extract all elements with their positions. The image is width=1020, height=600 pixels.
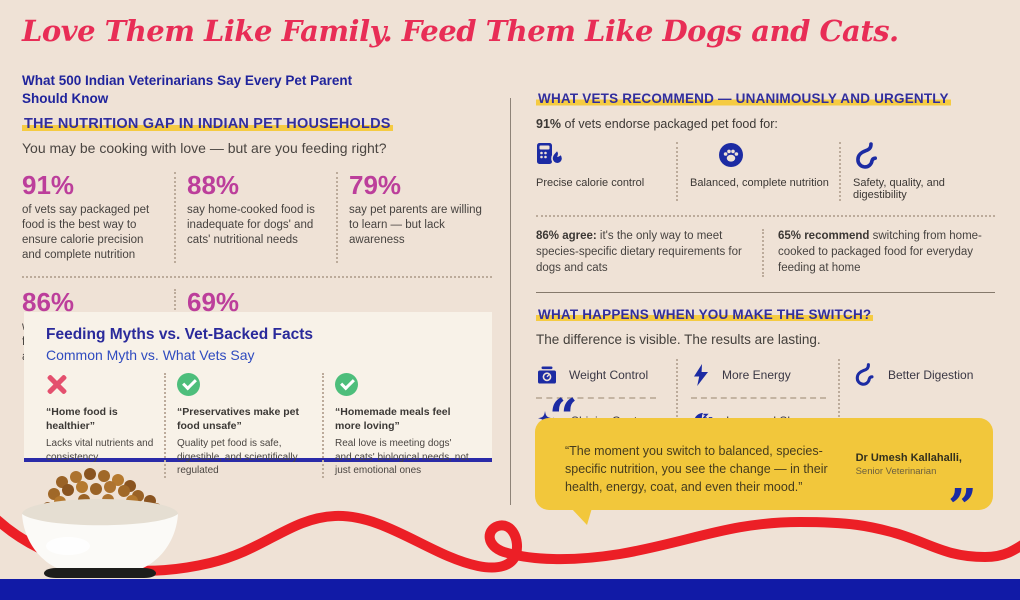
recommend-features: Precise calorie control Balanced, comple… [536,142,995,201]
benefit-divider [536,396,656,399]
stomach-icon [856,142,877,169]
recommend-facts: 86% agree: it's the only way to meet spe… [536,229,995,277]
feature-calorie-control: Precise calorie control [536,142,676,201]
feature-label: Precise calorie control [536,177,645,189]
check-icon [335,373,358,396]
stats-row-1: 91% of vets say packaged pet food is the… [22,172,492,263]
benefit-divider [691,396,826,399]
column-divider [510,98,511,505]
myth-item: “Homemade meals feel more loving” Real l… [322,373,470,478]
vet-quote-bubble: “The moment you switch to balanced, spec… [535,418,993,525]
quote-author-role: Senior Veterinarian [855,466,937,477]
footer-bar [0,579,1020,600]
feature-balanced-nutrition: Balanced, complete nutrition [676,142,839,201]
myths-vs-facts-card: Feeding Myths vs. Vet-Backed Facts Commo… [24,312,492,478]
myth-claim: “Preservatives make pet food unsafe” [177,406,299,432]
benefit-label: Better Digestion [888,367,974,382]
myth-fact: Real love is meeting dogs' and cats' bio… [335,438,469,477]
switch-lead: The difference is visible. The results a… [536,331,821,347]
stat-packaged-food: 91% of vets say packaged pet food is the… [22,172,174,263]
quote-author: Dr Umesh Kallahalli, [855,452,962,464]
myths-card-title: Feeding Myths vs. Vet-Backed Facts [46,326,314,343]
myth-claim: “Homemade meals feel more loving” [335,406,451,432]
pet-food-bowl [22,468,178,578]
myth-fact: Quality pet food is safe, digestible, an… [177,438,298,477]
paw-badge-icon [719,143,743,167]
stat-willing-to-learn: 79% say pet parents are willing to learn… [336,172,492,263]
benefit-better-digestion: Better Digestion [853,359,995,391]
bolt-icon [694,363,708,386]
stat-value: 88% [187,170,240,200]
myths-columns: “Home food is healthier” Lacks vital nut… [46,373,470,478]
stat-value: 86% [22,286,75,317]
stats-divider [22,275,492,278]
fact-species-specific: 86% agree: it's the only way to meet spe… [536,230,742,274]
benefit-label: Weight Control [569,367,649,382]
check-icon [177,373,200,396]
recommend-divider [536,215,995,217]
quote-text: “The moment you switch to balanced, spec… [565,444,828,495]
nutrition-gap-heading: THE NUTRITION GAP IN INDIAN PET HOUSEHOL… [22,116,393,132]
switch-heading: WHAT HAPPENS WHEN YOU MAKE THE SWITCH? [536,306,874,322]
stat-value: 91% [22,170,75,200]
myth-claim: “Home food is healthier” [46,406,118,432]
recommend-lead: 91% of vets endorse packaged pet food fo… [536,117,778,131]
myth-item: “Home food is healthier” Lacks vital nut… [46,373,164,478]
myths-card-subtitle: Common Myth vs. What Vets Say [46,347,255,363]
nutrition-gap-intro: You may be cooking with love — but are y… [22,140,387,156]
stat-home-cooked: 88% say home-cooked food is inadequate f… [174,172,336,263]
scale-icon [538,366,556,384]
cross-icon [46,373,68,395]
section-divider [536,291,995,293]
quote-byline: Dr Umesh Kallahalli, Senior Veterinarian [856,442,973,510]
calorie-calculator-icon [537,143,564,165]
benefit-weight-control: Weight Control [536,359,668,391]
feature-label: Balanced, complete nutrition [690,177,829,189]
feature-safety-digestibility: Safety, quality, and digestibility [839,142,995,201]
stat-text: say pet parents are willing to learn — b… [349,204,482,246]
myth-fact: Lacks vital nutrients and consistency [46,438,154,463]
close-quote-icon: ” [948,477,977,536]
recommend-heading: WHAT VETS RECOMMEND — UNANIMOUSLY AND UR… [536,91,951,106]
stat-text: say home-cooked food is inadequate for d… [187,204,315,246]
stat-value: 69% [187,286,240,317]
right-column: WHAT VETS RECOMMEND — UNANIMOUSLY AND UR… [536,90,995,437]
open-quote-icon: “ [549,387,578,446]
benefit-label: More Energy [722,367,791,382]
red-squiggle-decoration [0,510,1020,576]
stomach-icon [855,363,874,386]
page-title: Love Them Like Family. Feed Them Like Do… [22,14,899,48]
stat-text: of vets say packaged pet food is the bes… [22,204,150,261]
benefit-more-energy: More Energy [691,359,838,391]
fact-recommend-switch: 65% recommend switching from home-cooked… [762,229,995,277]
stat-value: 79% [349,170,402,200]
feature-label: Safety, quality, and digestibility [853,177,945,201]
myth-item: “Preservatives make pet food unsafe” Qua… [164,373,322,478]
page-subtitle: What 500 Indian Veterinarians Say Every … [22,73,353,107]
